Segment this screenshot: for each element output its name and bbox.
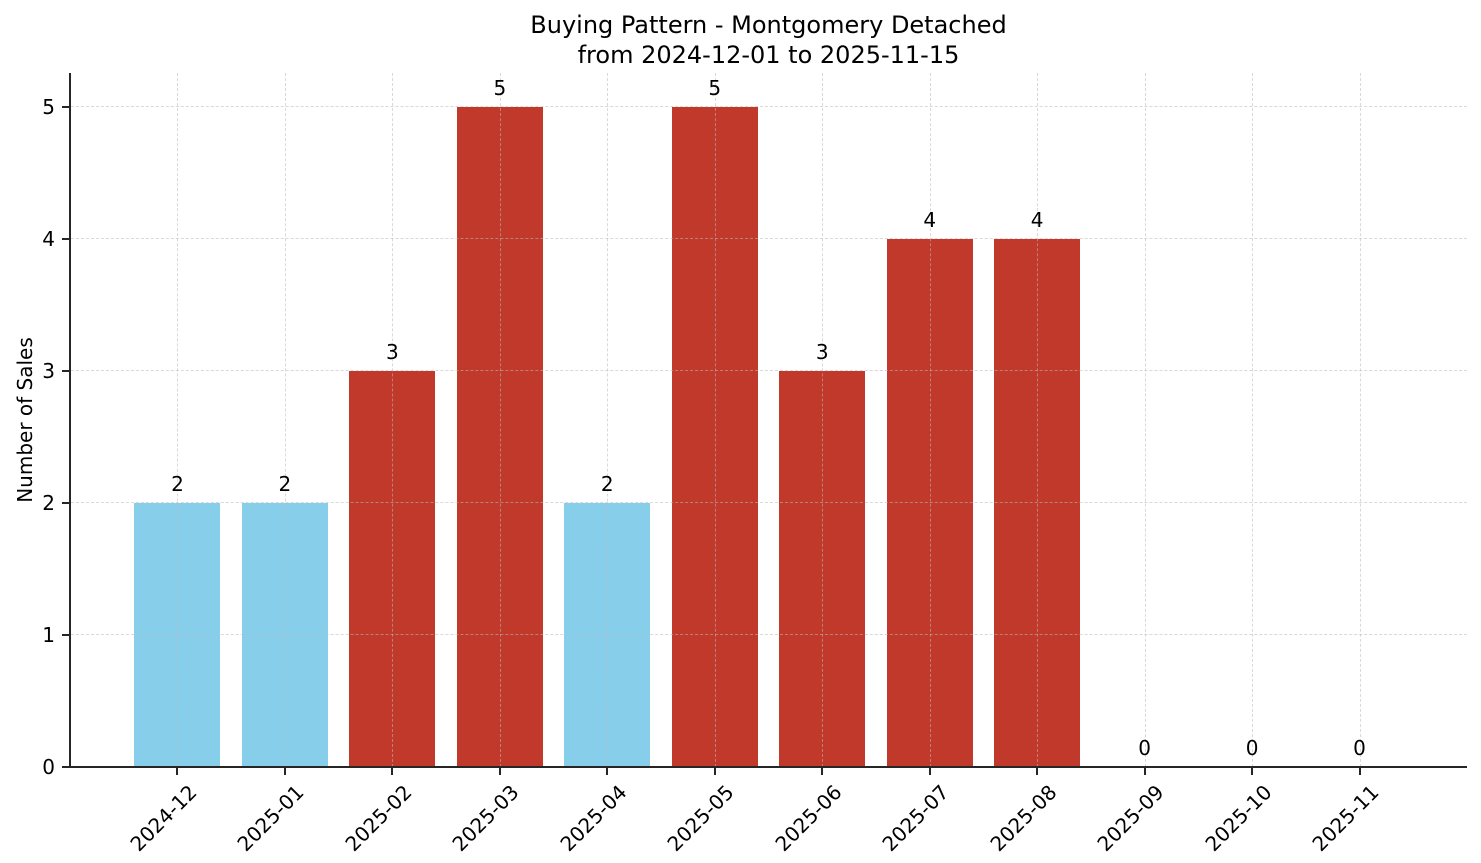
chart-title-block: Buying Pattern - Montgomery Detached fro…: [70, 10, 1467, 70]
y-axis-tick: [62, 238, 69, 240]
y-tick-label: 3: [42, 359, 55, 383]
vertical-gridline: [929, 73, 931, 767]
vertical-gridline: [177, 73, 179, 767]
y-tick-label: 5: [42, 95, 55, 119]
x-axis-tick: [821, 768, 824, 775]
x-tick-label: 2024-12: [125, 780, 202, 857]
x-tick-label: 2025-08: [985, 780, 1062, 857]
x-tick-label: 2025-02: [340, 780, 417, 857]
y-axis-spine: [69, 73, 71, 768]
bar-value-label: 5: [493, 76, 507, 100]
vertical-gridline: [822, 73, 824, 767]
bar-value-label: 4: [923, 208, 937, 232]
vertical-gridline: [284, 73, 286, 767]
x-tick-label: 2025-03: [447, 780, 524, 857]
vertical-gridline: [714, 73, 716, 767]
vertical-gridline: [1252, 73, 1254, 767]
y-tick-label: 4: [42, 227, 55, 251]
y-tick-label: 0: [42, 755, 55, 779]
bar-value-label: 5: [708, 76, 722, 100]
vertical-gridline: [499, 73, 501, 767]
horizontal-gridline: [71, 370, 1467, 371]
vertical-gridline: [1144, 73, 1146, 767]
bar-value-label: 0: [1138, 736, 1151, 760]
vertical-gridline: [1037, 73, 1039, 767]
vertical-gridline: [1359, 73, 1361, 767]
chart-title: Buying Pattern - Montgomery Detached: [530, 11, 1007, 39]
y-axis-tick: [62, 634, 69, 636]
bar-value-label: 0: [1353, 736, 1366, 760]
x-axis-tick: [928, 768, 931, 775]
vertical-gridline: [607, 73, 609, 767]
x-axis-tick: [1358, 768, 1361, 775]
x-axis-tick: [283, 768, 286, 775]
horizontal-gridline: [71, 634, 1467, 635]
horizontal-gridline: [71, 238, 1467, 239]
horizontal-gridline: [71, 502, 1467, 503]
x-axis-tick: [1251, 768, 1254, 775]
x-axis-tick: [498, 768, 501, 775]
y-tick-label: 1: [42, 623, 55, 647]
bar-value-label: 2: [171, 472, 184, 496]
x-tick-label: 2025-07: [877, 780, 954, 857]
bar-value-label: 2: [600, 472, 614, 496]
bar-value-label: 3: [815, 340, 829, 364]
x-axis-tick: [1036, 768, 1039, 775]
x-tick-label: 2025-11: [1307, 780, 1384, 857]
bar-value-label: 4: [1030, 208, 1044, 232]
chart-subtitle: from 2024-12-01 to 2025-11-15: [577, 41, 960, 69]
x-tick-label: 2025-05: [662, 780, 739, 857]
y-tick-label: 2: [42, 491, 55, 515]
x-axis-tick: [606, 768, 609, 775]
bar-value-label: 0: [1245, 736, 1259, 760]
x-axis-tick: [391, 768, 394, 775]
x-tick-label: 2025-01: [232, 780, 309, 857]
x-tick-label: 2025-04: [555, 780, 632, 857]
y-axis-tick: [62, 766, 69, 768]
bar-value-label: 2: [278, 472, 292, 496]
y-axis-tick: [62, 106, 69, 108]
y-axis-tick: [62, 370, 69, 372]
vertical-gridline: [392, 73, 394, 767]
x-tick-label: 2025-06: [770, 780, 847, 857]
x-axis-tick: [713, 768, 716, 775]
x-tick-label: 2025-09: [1092, 780, 1169, 857]
x-tick-label: 2025-10: [1199, 780, 1277, 857]
x-axis-spine: [69, 766, 1467, 768]
horizontal-gridline: [71, 106, 1467, 107]
y-axis-tick: [62, 502, 69, 504]
x-axis-tick: [1143, 768, 1146, 775]
bar-value-label: 3: [386, 340, 399, 364]
x-axis-tick: [176, 768, 179, 775]
